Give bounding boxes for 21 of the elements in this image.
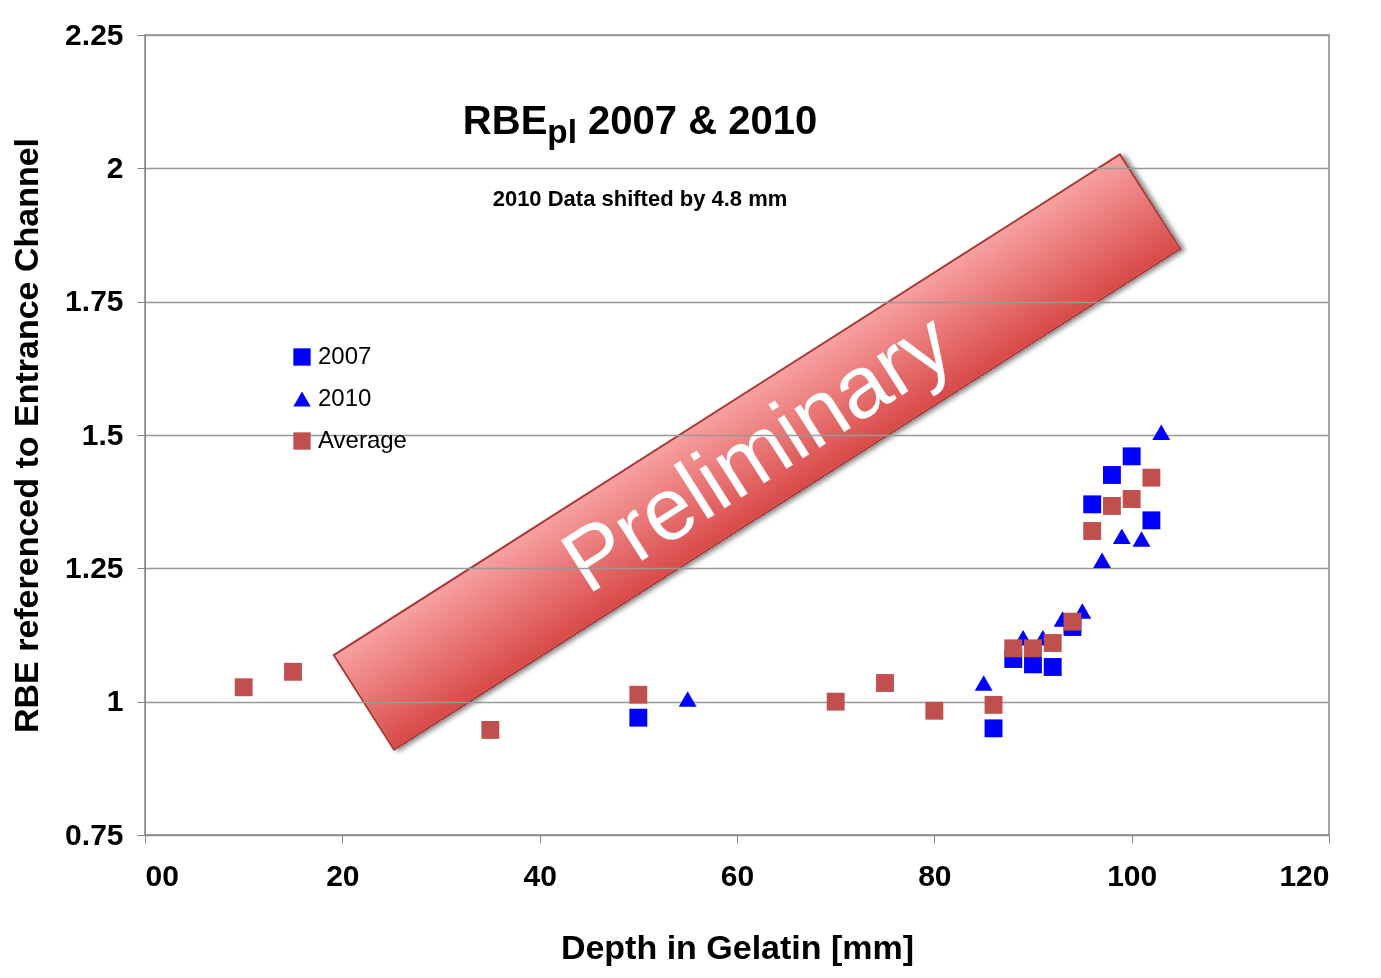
x-tick-label: 20 [326, 858, 360, 892]
text: RBE$_{pl}$ 2007 & 2010 [462, 98, 818, 151]
legend-label: 2010 [318, 384, 372, 411]
x-tick-label: 60 [720, 858, 755, 892]
y-tick-label: 1 [106, 684, 124, 718]
x-tick-label: 40 [523, 858, 557, 892]
x-axis-title: Depth in Gelatin [mm] [560, 927, 915, 966]
legend-label: 2007 [318, 342, 372, 369]
x-tick-label: 100 [1107, 858, 1158, 892]
legend-label: Average [318, 426, 407, 453]
y-tick-label: 1.25 [65, 550, 124, 584]
y-tick-label: 2 [106, 150, 124, 184]
y-axis-title: RBE referenced to Entrance Channel [7, 137, 46, 734]
y-tick-label: 1.75 [65, 284, 124, 318]
x-tick-label: 120 [1279, 858, 1330, 892]
y-tick-label: 1.5 [81, 417, 124, 451]
x-tick-label: 80 [918, 858, 952, 892]
text: 2010 Data shifted by 4.8 mm [492, 186, 788, 212]
y-tick-label: 0.75 [65, 817, 124, 851]
y-tick-label: 2.25 [65, 17, 124, 51]
x-tick-label: 00 [145, 858, 179, 892]
